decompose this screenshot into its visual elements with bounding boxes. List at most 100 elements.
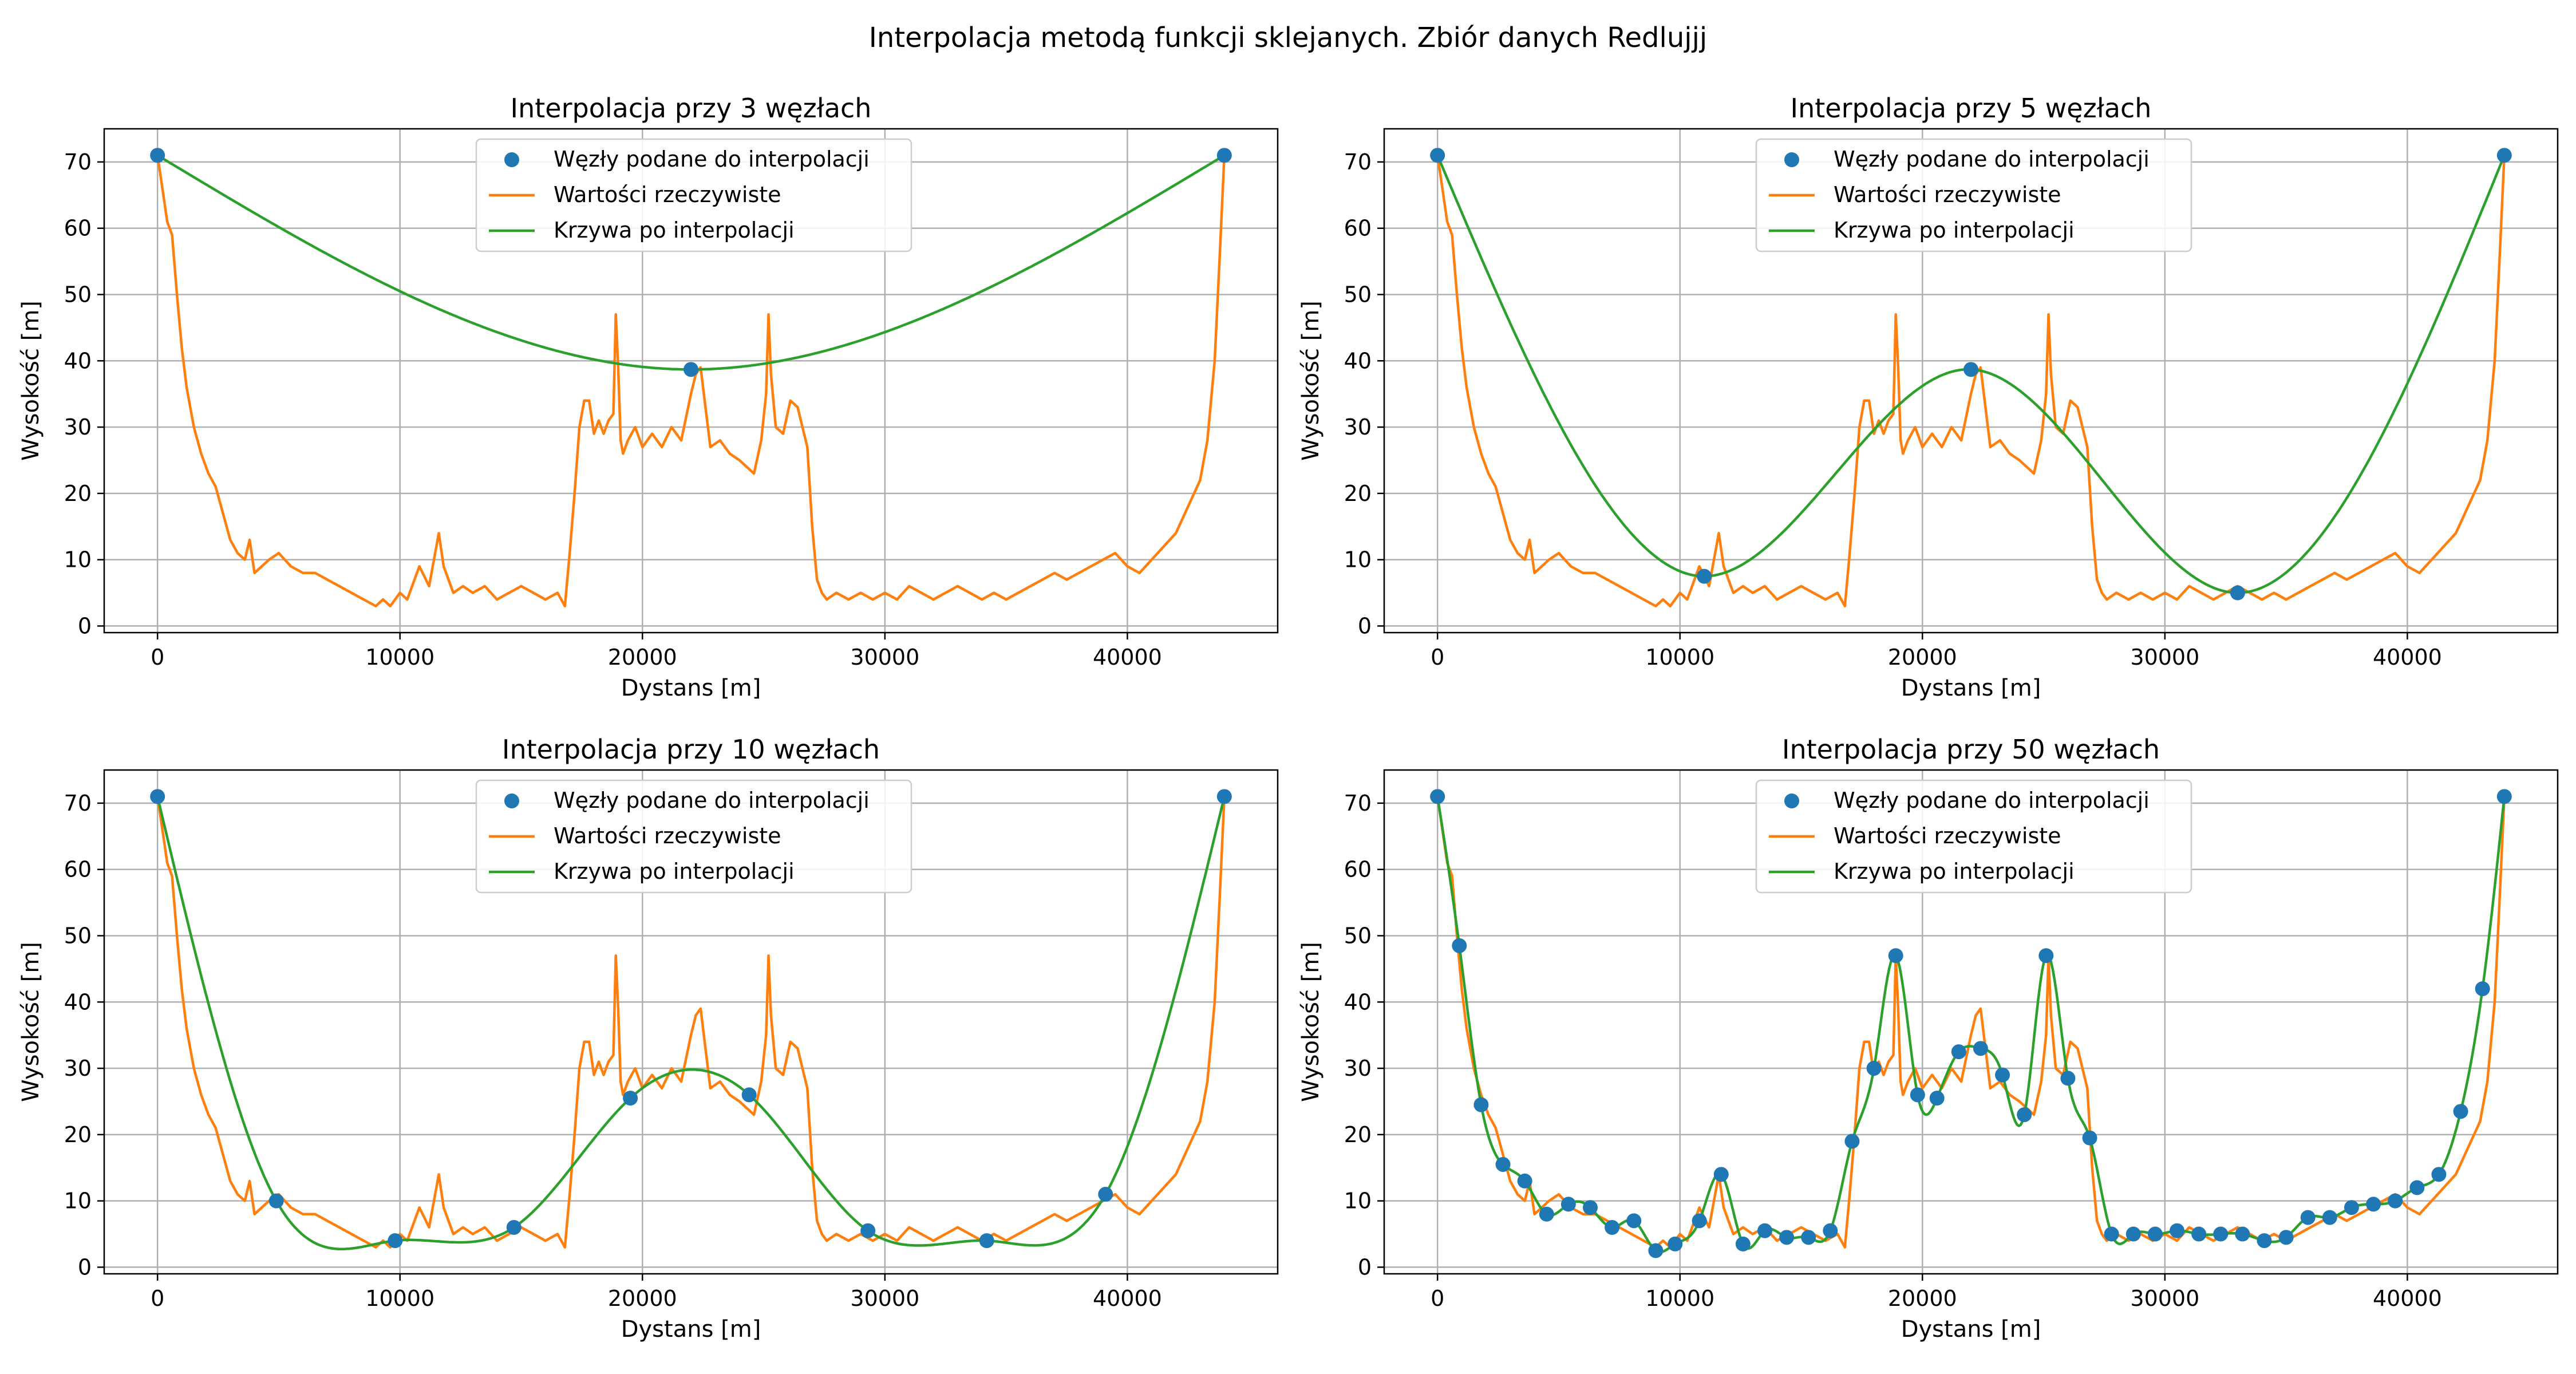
node-point [1430, 148, 1445, 163]
node-point [2170, 1223, 2185, 1238]
node-point [2366, 1197, 2381, 1212]
x-tick-label: 30000 [850, 1286, 919, 1311]
node-point [2388, 1193, 2403, 1209]
subplot-3: 0 10000 20000 30000 40000 0 10 20 30 40 50 60 70 Inte… [18, 734, 1279, 1343]
node-point [2278, 1230, 2294, 1245]
y-tick-label: 50 [64, 923, 92, 948]
plot-area [150, 148, 1232, 607]
y-tick-label: 30 [64, 414, 92, 440]
x-tick-label: 20000 [1888, 645, 1957, 670]
node-point [1560, 1197, 1576, 1212]
y-axis-label: Wysokość [m] [18, 301, 44, 461]
x-tick-label: 40000 [1093, 1286, 1162, 1311]
node-point [1495, 1156, 1511, 1172]
subplots: 0 10000 20000 30000 40000 0 10 20 30 40 50 60 70 Inte… [18, 93, 2559, 1343]
legend-box [1755, 779, 2192, 894]
y-tick-label: 70 [64, 791, 92, 816]
node-point [2453, 1104, 2468, 1119]
node-point [979, 1233, 994, 1249]
plot-area [1430, 148, 2512, 607]
node-point [860, 1223, 876, 1238]
node-point [1757, 1223, 1772, 1238]
node-point [1668, 1236, 1683, 1251]
node-point [2235, 1226, 2250, 1242]
node-point [1697, 568, 1712, 584]
legend-label-actual: Wartości rzeczywiste [554, 823, 781, 848]
node-point [2082, 1130, 2097, 1146]
y-tick-label: 10 [64, 1189, 92, 1214]
y-tick-label: 40 [64, 989, 92, 1014]
legend-label-nodes: Węzły podane do interpolacji [1834, 147, 2150, 172]
subplot-title: Interpolacja przy 3 węzłach [511, 93, 872, 124]
x-tick-label: 40000 [2373, 645, 2442, 670]
node-point [2409, 1180, 2425, 1195]
legend-marker-nodes [504, 793, 519, 808]
node-point [1539, 1206, 1554, 1222]
plot-area [1430, 789, 2512, 1258]
node-point [1430, 789, 1445, 804]
node-point [1452, 938, 1467, 953]
plot-area [150, 789, 1232, 1250]
legend-label-interp: Krzywa po interpolacji [1834, 218, 2075, 243]
y-tick-label: 0 [1358, 613, 1372, 638]
node-point [2431, 1167, 2447, 1182]
y-tick-label: 0 [78, 1254, 92, 1280]
y-tick-label: 20 [64, 1122, 92, 1147]
legend: Węzły podane do interpolacji Wartości rze… [475, 138, 912, 252]
y-tick-label: 10 [64, 547, 92, 572]
x-axis-label: Dystans [m] [1901, 675, 2041, 701]
y-tick-label: 0 [1358, 1254, 1372, 1280]
node-point [268, 1193, 284, 1209]
y-tick-label: 50 [64, 282, 92, 307]
node-point [2038, 948, 2054, 964]
node-point [1216, 148, 1232, 163]
axes-frame [103, 128, 1279, 634]
x-tick-label: 20000 [1888, 1286, 1957, 1311]
x-tick-label: 30000 [2130, 645, 2199, 670]
legend-label-interp: Krzywa po interpolacji [554, 859, 795, 884]
node-point [2475, 981, 2490, 997]
node-point [2300, 1210, 2316, 1225]
x-tick-label: 10000 [1645, 645, 1714, 670]
x-tick-label: 10000 [365, 645, 434, 670]
node-point [1801, 1230, 1816, 1245]
node-point [1929, 1091, 1945, 1106]
x-axis-label: Dystans [m] [1901, 1316, 2041, 1343]
x-tick-label: 40000 [2373, 1286, 2442, 1311]
y-tick-label: 70 [64, 149, 92, 175]
legend-label-interp: Krzywa po interpolacji [554, 218, 795, 243]
node-point [1692, 1213, 1707, 1229]
legend-label-actual: Wartości rzeczywiste [554, 182, 781, 207]
node-point [1517, 1173, 1532, 1189]
node-point [2230, 585, 2245, 601]
legend-label-nodes: Węzły podane do interpolacji [1834, 788, 2150, 813]
subplot-1: 0 10000 20000 30000 40000 0 10 20 30 40 50 60 70 Inte… [18, 93, 1279, 701]
subplot-title: Interpolacja przy 10 węzłach [502, 734, 880, 765]
node-point [2147, 1226, 2163, 1242]
y-tick-label: 30 [64, 1056, 92, 1081]
x-axis-label: Dystans [m] [621, 675, 761, 701]
axes-frame [103, 769, 1279, 1275]
node-point [2322, 1210, 2337, 1225]
node-point [2257, 1233, 2272, 1249]
legend-marker-nodes [1784, 793, 1799, 808]
node-point [1888, 948, 1903, 964]
node-point [150, 789, 165, 804]
legend-box [475, 779, 912, 894]
figure-suptitle: Interpolacja metodą funkcji sklejanych. … [869, 22, 1708, 54]
node-point [1583, 1200, 1598, 1215]
y-tick-label: 60 [1344, 216, 1372, 241]
x-axis-label: Dystans [m] [621, 1316, 761, 1343]
node-point [1844, 1134, 1860, 1149]
y-axis-label: Wysokość [m] [1298, 942, 1324, 1102]
x-tick-label: 20000 [608, 1286, 677, 1311]
legend-box [1755, 138, 2192, 252]
legend-marker-nodes [504, 152, 519, 167]
axes-frame [1383, 769, 2559, 1275]
y-tick-label: 60 [64, 857, 92, 882]
y-tick-label: 50 [1344, 923, 1372, 948]
series-actual-line [1436, 155, 2506, 607]
y-tick-label: 40 [1344, 989, 1372, 1014]
legend-label-interp: Krzywa po interpolacji [1834, 859, 2075, 884]
